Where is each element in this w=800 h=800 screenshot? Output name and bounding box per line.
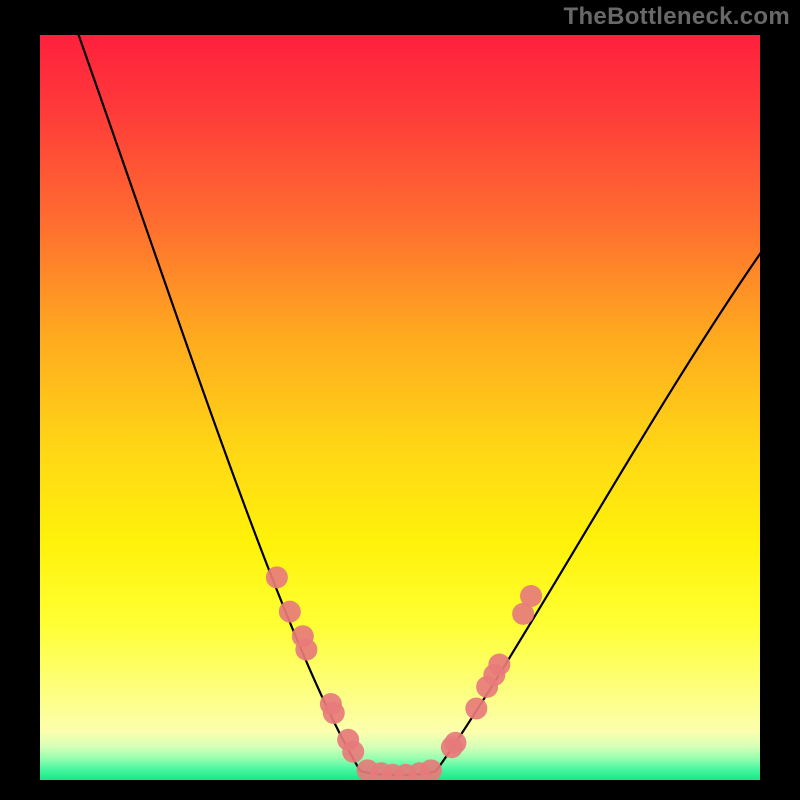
data-point <box>295 639 317 661</box>
chart-svg <box>0 0 800 800</box>
data-point <box>266 566 288 588</box>
data-point <box>465 697 487 719</box>
plot-background <box>40 35 760 780</box>
data-point <box>323 702 345 724</box>
stage: TheBottleneck.com <box>0 0 800 800</box>
data-point <box>520 585 542 607</box>
data-point <box>488 654 510 676</box>
data-point <box>444 732 466 754</box>
data-point <box>279 601 301 623</box>
data-point <box>420 759 442 781</box>
data-point <box>342 741 364 763</box>
watermark-text: TheBottleneck.com <box>564 3 790 31</box>
